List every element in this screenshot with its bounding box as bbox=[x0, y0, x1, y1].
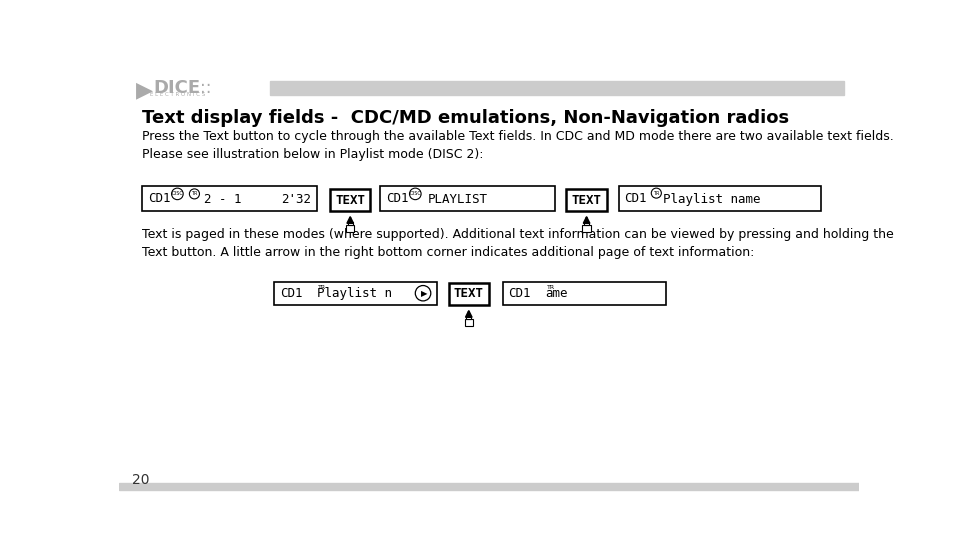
Text: DISC: DISC bbox=[172, 192, 183, 197]
Bar bbox=[270, 81, 843, 95]
Text: TR: TR bbox=[318, 285, 326, 290]
Text: E L E C T R O N I C S: E L E C T R O N I C S bbox=[150, 92, 205, 97]
Bar bbox=[142, 186, 316, 211]
Text: CD1: CD1 bbox=[624, 192, 646, 205]
Bar bbox=[502, 282, 665, 305]
Bar bbox=[380, 186, 555, 211]
Text: ▶: ▶ bbox=[420, 289, 427, 298]
Bar bbox=[330, 189, 370, 211]
Circle shape bbox=[172, 188, 183, 199]
Bar bbox=[583, 222, 588, 224]
Bar bbox=[346, 224, 355, 232]
Bar bbox=[348, 222, 353, 224]
Bar bbox=[581, 224, 590, 232]
Text: PLAYLIST: PLAYLIST bbox=[427, 193, 487, 206]
Text: TR: TR bbox=[191, 192, 197, 197]
Text: TR: TR bbox=[653, 190, 659, 196]
Text: DISC: DISC bbox=[409, 192, 420, 197]
Text: DICE: DICE bbox=[153, 79, 201, 96]
Text: CD1: CD1 bbox=[279, 287, 302, 300]
Bar bbox=[274, 282, 436, 305]
Text: ::: :: bbox=[200, 79, 212, 96]
Circle shape bbox=[651, 188, 660, 198]
Text: Playlist n: Playlist n bbox=[316, 287, 392, 300]
Circle shape bbox=[409, 188, 420, 199]
Text: 20: 20 bbox=[132, 473, 150, 487]
Text: CD1: CD1 bbox=[385, 192, 408, 205]
Text: Playlist name: Playlist name bbox=[662, 193, 760, 206]
Text: ▶: ▶ bbox=[135, 80, 152, 100]
Text: Text is paged in these modes (where supported). Additional text information can : Text is paged in these modes (where supp… bbox=[142, 228, 893, 258]
Text: 2 - 1: 2 - 1 bbox=[204, 193, 241, 206]
Bar bbox=[464, 319, 473, 325]
Text: TEXT: TEXT bbox=[454, 287, 483, 300]
Bar bbox=[566, 189, 606, 211]
Text: Text display fields -  CDC/MD emulations, Non-Navigation radios: Text display fields - CDC/MD emulations,… bbox=[142, 109, 789, 128]
Text: Press the Text button to cycle through the available Text fields. In CDC and MD : Press the Text button to cycle through t… bbox=[142, 130, 893, 161]
Text: TEXT: TEXT bbox=[335, 193, 365, 207]
Text: 2'32: 2'32 bbox=[280, 193, 311, 206]
Text: TR: TR bbox=[546, 285, 555, 290]
Text: TEXT: TEXT bbox=[571, 193, 601, 207]
Bar bbox=[618, 186, 820, 211]
Bar bbox=[466, 316, 471, 319]
Circle shape bbox=[190, 189, 199, 199]
Text: CD1: CD1 bbox=[508, 287, 530, 300]
Bar bbox=[448, 283, 488, 305]
Circle shape bbox=[415, 286, 431, 301]
Text: ame: ame bbox=[545, 287, 567, 300]
Bar bbox=[119, 483, 858, 490]
Text: CD1: CD1 bbox=[148, 192, 171, 205]
